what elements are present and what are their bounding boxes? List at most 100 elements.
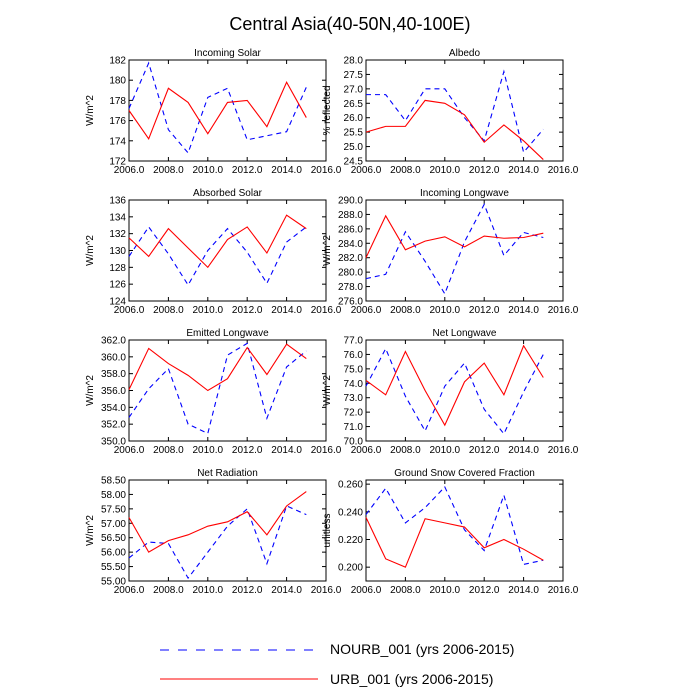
x-tick-label: 2010.0: [430, 305, 461, 316]
series-line-urb: [129, 82, 306, 139]
y-tick-label: 74.0: [344, 379, 364, 390]
y-tick-label: 25.0: [344, 142, 364, 153]
legend-label-nourb: NOURB_001 (yrs 2006-2015): [330, 641, 514, 657]
legend: NOURB_001 (yrs 2006-2015) URB_001 (yrs 2…: [160, 641, 514, 687]
y-tick-label: 362.0: [101, 336, 126, 347]
plot-frame: [129, 60, 326, 161]
x-tick-label: 2014.0: [508, 445, 539, 456]
y-tick-label: 73.0: [344, 393, 364, 404]
panel-title: Incoming Solar: [194, 48, 261, 59]
y-tick-label: 72.0: [344, 408, 364, 419]
legend-label-urb: URB_001 (yrs 2006-2015): [330, 671, 493, 687]
x-tick-label: 2014.0: [508, 305, 539, 316]
series-line-urb: [129, 492, 306, 553]
y-tick-label: 57.50: [101, 504, 126, 515]
x-tick-label: 2014.0: [271, 585, 302, 596]
series-line-urb: [366, 517, 543, 567]
y-tick-label: 354.0: [101, 403, 126, 414]
y-tick-label: 128: [109, 263, 126, 274]
y-axis-label: W/m^2: [85, 515, 96, 546]
y-tick-label: 0.240: [338, 507, 363, 518]
x-tick-label: 2010.0: [430, 445, 461, 456]
x-tick-label: 2010.0: [430, 585, 461, 596]
x-tick-label: 2006.0: [351, 585, 382, 596]
panel-title: Incoming Longwave: [420, 188, 509, 199]
y-tick-label: 290.0: [338, 196, 363, 207]
plot-frame: [366, 340, 563, 441]
x-tick-label: 2016.0: [311, 165, 342, 176]
x-tick-label: 2008.0: [390, 305, 421, 316]
x-tick-label: 2006.0: [351, 445, 382, 456]
x-tick-label: 2016.0: [311, 445, 342, 456]
y-tick-label: 282.0: [338, 253, 363, 264]
x-tick-label: 2012.0: [232, 585, 263, 596]
x-tick-label: 2014.0: [508, 585, 539, 596]
panel-6: Net Radiation 55.00 55.50 56.00 56.50 57.00 57…: [85, 468, 342, 596]
y-tick-label: 136: [109, 196, 126, 207]
y-tick-label: 76.0: [344, 350, 364, 361]
x-tick-label: 2016.0: [548, 165, 579, 176]
y-tick-label: 27.0: [344, 84, 364, 95]
plot-frame: [366, 200, 563, 301]
series-line-urb: [366, 216, 543, 258]
x-tick-label: 2012.0: [232, 305, 263, 316]
series-line-nourb: [366, 72, 543, 153]
y-tick-label: 75.0: [344, 364, 364, 375]
y-tick-label: 0.200: [338, 563, 363, 574]
y-tick-label: 180: [109, 76, 126, 87]
x-tick-label: 2016.0: [311, 585, 342, 596]
y-tick-label: 58.00: [101, 490, 126, 501]
x-tick-label: 2008.0: [390, 585, 421, 596]
x-tick-label: 2012.0: [469, 305, 500, 316]
y-tick-label: 130: [109, 246, 126, 257]
x-tick-label: 2012.0: [232, 165, 263, 176]
series-line-nourb: [366, 204, 543, 293]
y-tick-label: 0.260: [338, 480, 363, 491]
panel-2: Absorbed Solar1241261281301321341362006.…: [85, 188, 342, 316]
series-line-urb: [366, 346, 543, 425]
figure-title: Central Asia(40-50N,40-100E): [229, 14, 470, 34]
y-tick-label: 132: [109, 229, 126, 240]
y-tick-label: 358.0: [101, 369, 126, 380]
y-tick-label: 280.0: [338, 268, 363, 279]
x-tick-label: 2008.0: [153, 445, 184, 456]
plot-frame: [129, 480, 326, 581]
x-tick-label: 2010.0: [430, 165, 461, 176]
x-tick-label: 2006.0: [114, 305, 145, 316]
y-axis-label: W/m^2: [322, 235, 333, 266]
x-tick-label: 2012.0: [232, 445, 263, 456]
y-tick-label: 55.50: [101, 562, 126, 573]
x-tick-label: 2016.0: [548, 445, 579, 456]
y-axis-label: W/m^2: [85, 375, 96, 406]
x-tick-label: 2010.0: [193, 585, 224, 596]
y-tick-label: 182: [109, 56, 126, 67]
y-tick-label: 25.5: [344, 128, 364, 139]
panel-4: Emitted Longwave350.0352.0354.0356.0358.…: [85, 328, 342, 456]
y-tick-label: 360.0: [101, 352, 126, 363]
y-axis-label: W/m^2: [322, 375, 333, 406]
y-tick-label: 176: [109, 116, 126, 127]
y-tick-label: 134: [109, 212, 126, 223]
y-tick-label: 356.0: [101, 386, 126, 397]
series-line-nourb: [129, 227, 306, 285]
y-tick-label: 27.5: [344, 70, 364, 81]
x-tick-label: 2012.0: [469, 165, 500, 176]
x-tick-label: 2012.0: [469, 585, 500, 596]
series-line-nourb: [129, 343, 306, 433]
series-line-nourb: [366, 487, 543, 564]
y-tick-label: 284.0: [338, 239, 363, 250]
x-tick-label: 2006.0: [351, 165, 382, 176]
x-tick-label: 2010.0: [193, 305, 224, 316]
x-tick-label: 2010.0: [193, 445, 224, 456]
series-line-nourb: [129, 63, 306, 153]
panels: Incoming Solar 172 174 176 178 180 182 2006.0 20…: [85, 48, 579, 596]
y-tick-label: 178: [109, 96, 126, 107]
x-tick-label: 2006.0: [114, 165, 145, 176]
y-tick-label: 56.50: [101, 533, 126, 544]
y-tick-label: 278.0: [338, 282, 363, 293]
y-tick-label: 286.0: [338, 224, 363, 235]
y-axis-label: % reflected: [322, 85, 333, 135]
y-tick-label: 0.220: [338, 535, 363, 546]
panel-1: Albedo 24.5 25.0 25.5 26.0 26.5 27.0 27.5 28.0 20…: [322, 48, 579, 176]
y-tick-label: 26.5: [344, 99, 364, 110]
